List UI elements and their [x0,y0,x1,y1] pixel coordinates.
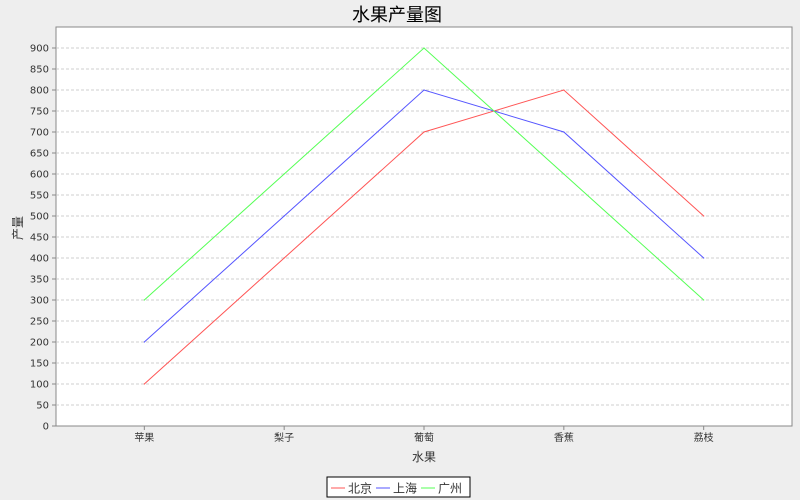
data-point [283,257,285,259]
y-axis-ticks: 0 50 100 150 200 250 300 350 400 450 500 550 600 650 7… [30,44,56,433]
data-point [703,299,705,301]
legend-box [326,476,471,498]
data-point [423,131,425,133]
chart-title: 水果产量图 [352,5,442,26]
y-tick-label: 450 [30,233,49,244]
data-point [703,215,705,217]
legend-label: 上海 [393,481,417,496]
y-tick-label: 150 [30,359,49,370]
y-tick-label: 800 [30,86,49,97]
legend: 北京 上海 广州 [326,476,471,498]
plot-area [55,26,793,427]
y-tick-label: 750 [30,107,49,118]
data-point [283,173,285,175]
y-tick-label: 500 [30,212,49,223]
y-tick-label: 300 [30,296,49,307]
y-tick-label: 200 [30,338,49,349]
x-tick-label: 葡萄 [414,431,434,444]
gridlines [56,47,792,406]
y-tick-label: 600 [30,170,49,181]
data-point [143,383,145,385]
series-lines [143,47,705,385]
y-tick-label: 350 [30,275,49,286]
data-point [563,89,565,91]
y-tick-label: 700 [30,128,49,139]
legend-label: 广州 [438,482,462,496]
x-tick-label: 荔枝 [694,431,714,444]
data-point [563,173,565,175]
x-tick-label: 香蕉 [554,432,574,444]
data-point [423,89,425,91]
y-tick-label: 550 [30,191,49,202]
y-tick-label: 400 [30,254,49,265]
x-tick-label: 梨子 [274,431,294,444]
data-point [703,257,705,259]
x-axis-label: 水果 [412,450,436,464]
y-tick-label: 100 [30,380,49,391]
x-tick-label: 苹果 [134,431,154,444]
y-tick-label: 900 [30,44,49,55]
legend-label: 北京 [348,482,372,496]
y-tick-label: 250 [30,317,49,328]
data-point [283,215,285,217]
data-point [423,47,425,49]
y-tick-label: 850 [30,65,49,76]
y-tick-label: 650 [30,149,49,160]
data-point [143,299,145,301]
y-tick-label: 0 [43,422,49,433]
data-point [563,131,565,133]
y-tick-label: 50 [36,401,49,412]
x-axis-ticks: 苹果 梨子 葡萄 香蕉 荔枝 [134,426,714,444]
y-axis-label: 产量 [11,216,25,240]
data-point [143,341,145,343]
